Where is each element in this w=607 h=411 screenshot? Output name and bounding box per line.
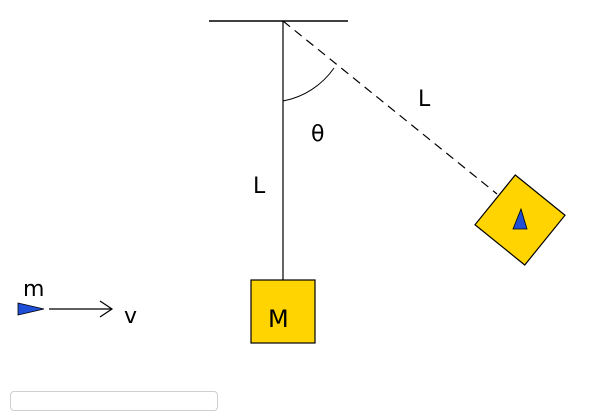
length-label-vertical: L [253, 174, 266, 199]
length-label-swung: L [418, 87, 431, 112]
embedded-bullet-icon [512, 207, 528, 230]
bottom-panel [10, 391, 218, 411]
bullet-mass-label: m [23, 277, 44, 302]
angle-arc [282, 67, 335, 102]
block-hanging [250, 279, 316, 344]
velocity-label: v [124, 304, 137, 329]
block-swung [474, 174, 566, 266]
pendulum-string-swung [282, 20, 498, 195]
arrow-right-icon [49, 300, 114, 318]
bullet-icon [17, 302, 45, 316]
block-mass-label: M [268, 305, 289, 333]
angle-label: θ [311, 122, 324, 147]
